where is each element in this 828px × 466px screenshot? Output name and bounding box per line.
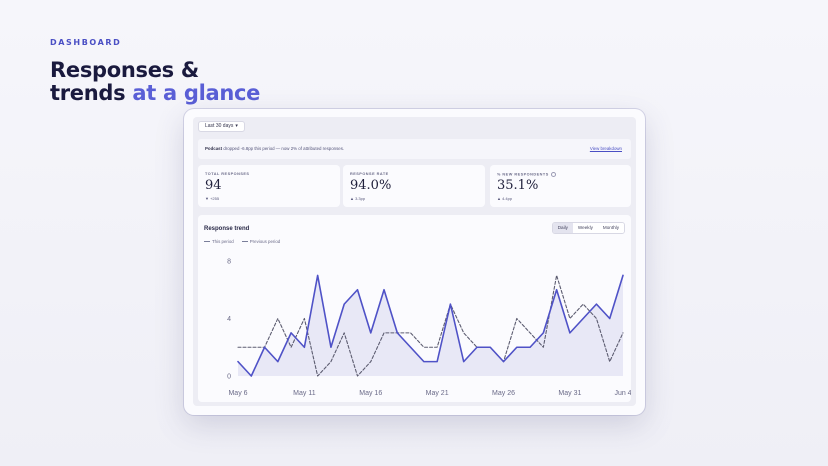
headline-accent: at a glance (132, 81, 261, 105)
legend-swatch-solid (204, 241, 210, 242)
eyebrow-label: DASHBOARD (50, 38, 122, 47)
chart-title: Response trend (204, 226, 250, 232)
headline-line-2: trends at a glance (50, 82, 260, 105)
date-range-select[interactable]: Last 30 days ▾ (198, 121, 245, 132)
y-tick-label: 8 (227, 259, 231, 266)
kpi-value: 35.1% (497, 178, 539, 193)
area-this-period (238, 275, 623, 376)
toggle-monthly[interactable]: Monthly (597, 223, 624, 233)
series-line-previous-period (237, 274, 624, 377)
kpi-value: 94 (205, 178, 222, 193)
banner-source: Podcast (205, 146, 223, 151)
headline-line-1: Responses & (50, 58, 199, 82)
kpi-delta: ▼ +255 (205, 196, 220, 201)
legend-swatch-dashed (241, 241, 248, 242)
trend-line-chart: 0 4 8 May 6 May 11 May 16 May 21 May 26 May 31 Ju… (227, 259, 631, 398)
series-line-this-period (237, 274, 624, 377)
kpi-label: RESPONSE RATE (350, 172, 389, 176)
legend-label: Previous period (249, 239, 281, 244)
x-tick-label: May 21 (426, 390, 449, 397)
x-tick-label: May 16 (359, 390, 382, 397)
kpi-delta: ▲ 4.4pp (497, 196, 513, 201)
granularity-toggle: Daily Weekly Monthly (551, 222, 625, 234)
banner-text: Podcast dropped -6.8pp this period — now… (205, 146, 344, 151)
x-tick-label: May 11 (293, 390, 316, 397)
legend-label: This period (212, 239, 234, 244)
kpi-label: TOTAL RESPONSES (205, 172, 250, 176)
date-range-value: Last 30 days (205, 123, 234, 129)
kpi-card-response-rate: RESPONSE RATE 94.0% ▲ 3.3pp (343, 165, 485, 207)
response-trend-card: Response trend Daily Weekly Monthly This… (198, 215, 631, 402)
y-tick-label: 0 (227, 374, 231, 381)
y-tick-label: 4 (227, 316, 231, 323)
kpi-card-total-responses: TOTAL RESPONSES 94 ▼ +255 (198, 165, 340, 207)
x-tick-label: May 31 (558, 390, 581, 397)
legend-item-this-period: This period (204, 239, 234, 244)
x-tick-label: May 6 (228, 390, 247, 397)
toggle-weekly[interactable]: Weekly (572, 223, 598, 233)
kpi-delta: ▲ 3.3pp (350, 196, 366, 201)
kpi-label: % NEW RESPONDENTS (497, 172, 556, 177)
info-icon[interactable] (550, 172, 556, 177)
chart-legend: This period Previous period (204, 239, 280, 244)
hero-headline: Responses & trends at a glance (50, 59, 260, 105)
x-tick-label: May 26 (492, 390, 515, 397)
kpi-card-new-respondents: % NEW RESPONDENTS 35.1% ▲ 4.4pp (490, 165, 631, 207)
dashboard-screen: Last 30 days ▾ Podcast dropped -6.8pp thi… (193, 117, 636, 406)
kpi-label-text: % NEW RESPONDENTS (497, 172, 549, 177)
banner-message: dropped -6.8pp this period — now 2% of a… (223, 146, 345, 151)
x-tick-label: Jun 4 (614, 390, 631, 397)
chevron-down-icon: ▾ (235, 123, 238, 129)
kpi-value: 94.0% (350, 178, 392, 193)
insight-banner: Podcast dropped -6.8pp this period — now… (198, 139, 631, 159)
headline-prefix: trends (50, 81, 133, 105)
tablet-frame: Last 30 days ▾ Podcast dropped -6.8pp thi… (184, 109, 645, 415)
toggle-daily[interactable]: Daily (552, 223, 573, 233)
view-breakdown-link[interactable]: View breakdown (589, 146, 622, 151)
legend-item-previous-period: Previous period (241, 239, 281, 244)
